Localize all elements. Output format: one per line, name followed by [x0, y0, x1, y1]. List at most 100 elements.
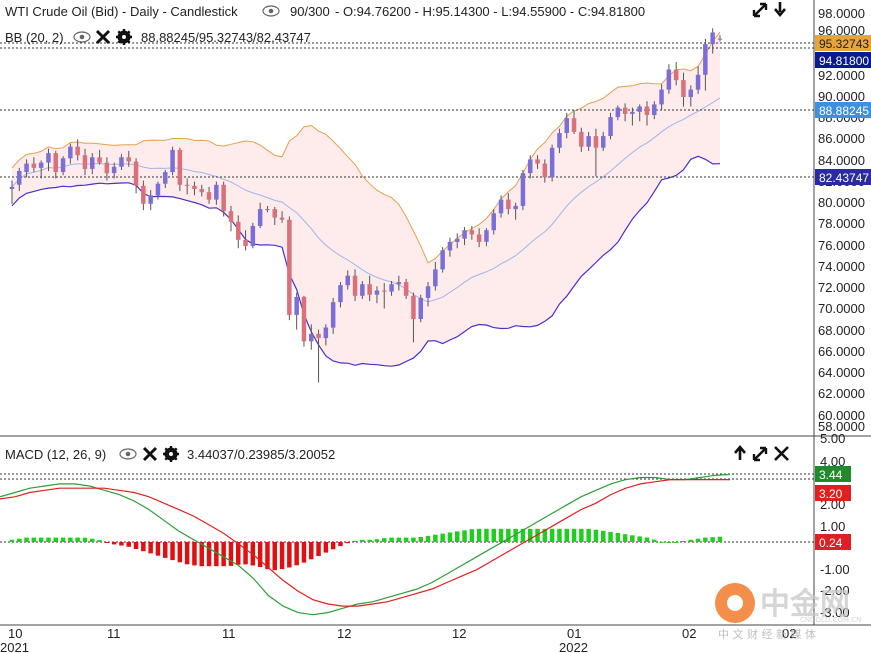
- x-tick: 02: [782, 626, 796, 641]
- histogram-bar: [513, 528, 518, 542]
- candle: [535, 159, 540, 164]
- candle: [367, 284, 372, 295]
- candle: [549, 147, 555, 178]
- candle: [528, 159, 533, 174]
- candle: [97, 157, 102, 163]
- histogram-bar: [287, 542, 292, 568]
- candle: [111, 166, 117, 174]
- x-tick-year: 2021: [0, 640, 29, 653]
- bb-label: BB (20, 2): [5, 30, 64, 45]
- eye-icon[interactable]: [262, 5, 280, 17]
- histogram-bar: [396, 537, 402, 542]
- bar-range: 90/300: [290, 4, 330, 19]
- candle: [688, 89, 693, 97]
- candles: [9, 28, 723, 383]
- histogram-bar: [90, 538, 95, 542]
- bb-middle-line: [11, 97, 721, 303]
- price-tags: 95.32743 94.81800 88.88245 82.43747: [815, 35, 871, 185]
- histogram-bar: [46, 537, 51, 542]
- candle: [571, 118, 577, 132]
- candle: [681, 80, 686, 97]
- histogram-bar: [564, 528, 569, 542]
- histogram-bar: [163, 542, 168, 558]
- expand-icon[interactable]: [752, 2, 768, 18]
- candle: [82, 155, 88, 169]
- candle: [90, 157, 95, 169]
- close-icon[interactable]: [774, 446, 789, 461]
- candle: [301, 296, 307, 342]
- candle: [695, 74, 701, 90]
- candle: [24, 163, 29, 173]
- histogram-bar: [214, 542, 219, 567]
- ohlc-readout: - O:94.76200 - H:95.14300 - L:94.55900 -…: [335, 4, 645, 19]
- candle: [564, 118, 569, 133]
- candle: [9, 186, 15, 189]
- histogram-bar: [148, 542, 153, 554]
- candle: [637, 106, 642, 112]
- signal-tag-bg: [815, 485, 851, 501]
- histogram-bar: [155, 542, 161, 556]
- bb-lower-line: [11, 155, 721, 367]
- price-tick: 58.0000: [818, 419, 865, 434]
- close-icon[interactable]: [95, 29, 111, 45]
- upper-tag-bg: [815, 35, 871, 51]
- eye-icon[interactable]: [119, 448, 137, 460]
- candle: [374, 290, 380, 295]
- candle: [608, 117, 613, 137]
- last-tag-bg: [815, 52, 871, 68]
- histogram-bar: [520, 528, 526, 542]
- candle: [433, 269, 438, 287]
- candle: [447, 241, 453, 251]
- candle: [199, 189, 204, 193]
- candle: [243, 239, 248, 247]
- candle: [703, 44, 708, 75]
- close-icon[interactable]: [142, 446, 158, 462]
- candle: [491, 213, 496, 231]
- gear-icon[interactable]: [116, 29, 132, 45]
- macd-header: MACD (12, 26, 9) 3.44037/0.23985/3.20052: [5, 444, 789, 462]
- candle: [133, 161, 139, 186]
- bb-band-fill: [12, 32, 720, 367]
- histogram-bar: [330, 542, 336, 550]
- histogram-bar: [644, 537, 650, 542]
- macd-tick: -3.00: [820, 605, 850, 620]
- candle: [593, 136, 599, 148]
- watermark-name: 中金网: [760, 587, 850, 622]
- candle: [425, 286, 431, 298]
- candle: [75, 146, 80, 156]
- price-tick: 60.0000: [818, 408, 865, 423]
- histogram-bar: [133, 542, 139, 549]
- candle: [155, 183, 161, 196]
- expand-icon[interactable]: [752, 446, 768, 462]
- histogram-bar: [462, 530, 467, 542]
- candle: [192, 185, 197, 189]
- candle: [652, 104, 657, 115]
- histogram-bar: [60, 537, 66, 542]
- price-tick: 66.0000: [818, 344, 865, 359]
- histogram-bar: [425, 535, 431, 542]
- histogram-bar: [170, 542, 175, 561]
- macd-tick: 4.00: [820, 454, 845, 469]
- histogram-bar: [549, 528, 555, 542]
- candle: [236, 221, 241, 240]
- macd-label: MACD (12, 26, 9): [5, 447, 106, 462]
- histogram-bar: [352, 540, 358, 542]
- macd-values: 3.44037/0.23985/3.20052: [187, 447, 335, 462]
- candle: [520, 173, 526, 206]
- x-tick: 10: [8, 626, 22, 641]
- candle: [265, 209, 270, 211]
- arrow-up-icon[interactable]: [734, 444, 746, 460]
- arrow-down-icon[interactable]: [774, 2, 786, 18]
- candle: [38, 162, 44, 168]
- histogram-bar: [703, 537, 708, 542]
- eye-icon[interactable]: [73, 31, 91, 43]
- candle: [717, 38, 723, 40]
- price-tick: 70.0000: [818, 301, 865, 316]
- histogram-bar: [221, 542, 226, 567]
- upper-tag: 95.32743: [819, 37, 869, 51]
- signal-tag: 3.20: [819, 487, 843, 501]
- histogram-bar: [593, 529, 599, 542]
- gear-icon[interactable]: [163, 446, 179, 462]
- histogram-bar: [418, 537, 423, 542]
- histogram-bar: [652, 539, 657, 542]
